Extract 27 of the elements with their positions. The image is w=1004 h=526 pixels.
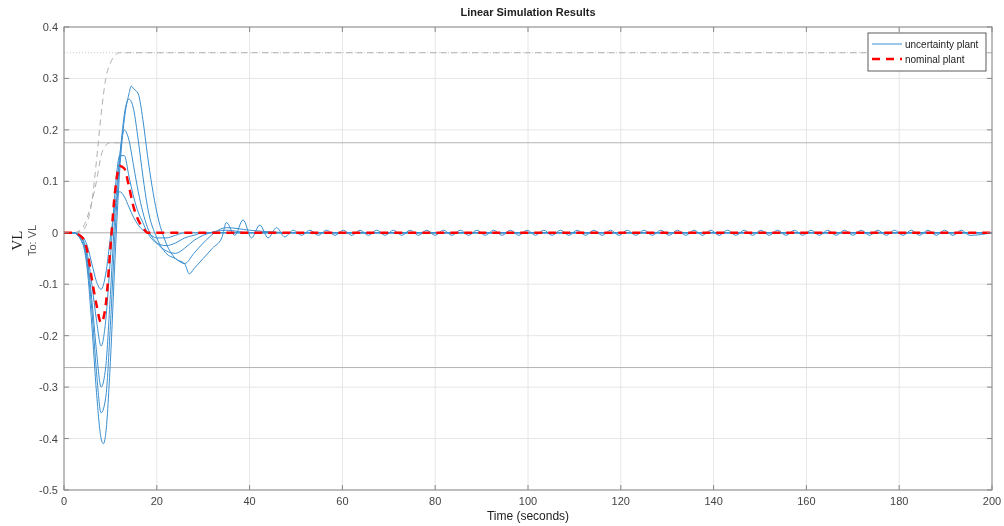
x-tick-label: 120	[611, 495, 630, 507]
x-tick-label: 60	[336, 495, 349, 507]
x-tick-label: 140	[704, 495, 723, 507]
x-tick-label: 200	[982, 495, 1002, 507]
legend-label: nominal plant	[905, 53, 965, 65]
y-tick-label: 0.2	[42, 123, 58, 136]
x-tick-label: 0	[60, 495, 68, 507]
x-tick-label: 160	[797, 495, 816, 507]
y-tick-label: 0	[51, 226, 58, 239]
x-tick-label: 80	[429, 495, 442, 507]
y-tick-label: -0.5	[39, 484, 58, 496]
y-tick-label: 0.3	[42, 72, 58, 85]
y-axis-title: VL	[9, 230, 25, 251]
y-tick-label: -0.4	[39, 432, 58, 445]
y-tick-label: 0.4	[42, 21, 58, 33]
legend-label: uncertainty plant	[905, 38, 979, 50]
y-tick-label: -0.3	[39, 381, 58, 394]
x-tick-label: 20	[150, 495, 163, 507]
y-tick-label: 0.1	[42, 175, 58, 188]
chart-title: Linear Simulation Results	[460, 6, 596, 18]
y-tick-label: -0.2	[39, 329, 58, 342]
x-tick-label: 100	[518, 495, 538, 507]
x-tick-label: 40	[243, 495, 256, 507]
x-axis-title: Time (seconds)	[486, 509, 570, 523]
x-tick-label: 180	[890, 495, 909, 507]
text: To: VL	[26, 224, 38, 257]
y-tick-label: -0.1	[39, 278, 58, 291]
